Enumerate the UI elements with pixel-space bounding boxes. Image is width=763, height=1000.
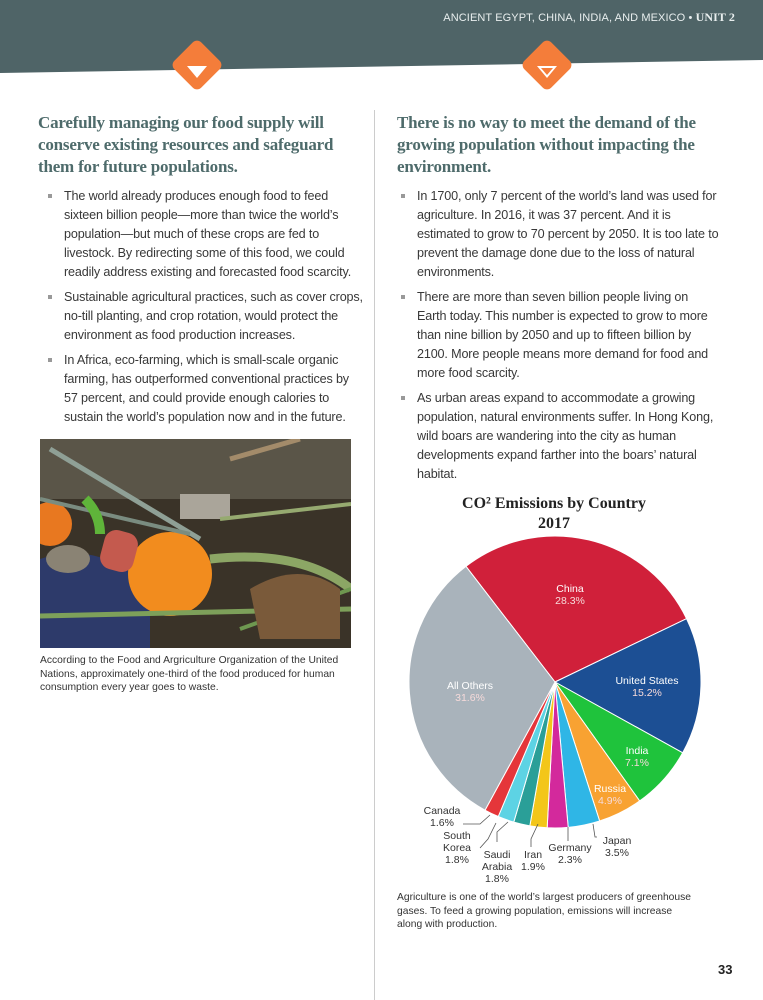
pie-slice-china [465, 535, 688, 683]
pie-slice-united-states [553, 617, 702, 754]
slice-value-canada: 1.6% [430, 817, 454, 829]
right-heading: There is no way to meet the demand of th… [397, 113, 696, 176]
unit-header: ANCIENT EGYPT, CHINA, INDIA, AND MEXICO … [443, 10, 735, 25]
slice-label-canada: Canada [424, 805, 461, 817]
co2-pie-chart: CO² Emissions by Country 2017 China 28.3… [408, 495, 702, 885]
slice-label-saudi-a: Saudi [484, 849, 511, 861]
down-triangle-outline-icon [537, 66, 557, 78]
bullet-text: The world already produces enough food t… [64, 189, 352, 279]
bullet-text: Sustainable agricultural practices, such… [64, 290, 363, 342]
bullet-text: In Africa, eco-farming, which is small-s… [64, 353, 349, 424]
list-item: In 1700, only 7 percent of the world’s l… [397, 187, 719, 282]
slice-label-germany: Germany [548, 842, 592, 854]
slice-value-all-others: 31.6% [455, 692, 485, 704]
slice-value-germany: 2.3% [558, 854, 582, 866]
slice-label-saudi-b: Arabia [482, 861, 513, 873]
unit-label: UNIT 2 [695, 10, 735, 24]
slice-label-iran: Iran [524, 849, 542, 861]
left-bullet-list: The world already produces enough food t… [44, 187, 363, 433]
list-item: As urban areas expand to accommodate a g… [397, 389, 719, 484]
header-band [0, 0, 763, 73]
photo-caption: According to the Food and Argriculture O… [40, 655, 339, 693]
slice-label-all-others: All Others [447, 680, 493, 692]
bullet-icon [401, 194, 405, 198]
bullet-icon [48, 358, 52, 362]
slice-value-russia: 4.9% [598, 795, 622, 807]
list-item: The world already produces enough food t… [44, 187, 363, 282]
bullet-icon [48, 194, 52, 198]
bullet-icon [401, 396, 405, 400]
unit-title: ANCIENT EGYPT, CHINA, INDIA, AND MEXICO … [443, 12, 693, 24]
pie-slice-all-others [408, 565, 556, 811]
slice-value-south-korea: 1.8% [445, 854, 469, 866]
slice-label-south-korea-a: South [443, 830, 471, 842]
list-item: In Africa, eco-farming, which is small-s… [44, 351, 363, 427]
bullet-icon [401, 295, 405, 299]
bullet-text: As urban areas expand to accommodate a g… [417, 391, 714, 481]
right-column: There is no way to meet the demand of th… [397, 112, 732, 932]
left-column: Carefully managing our food supply will … [38, 112, 363, 695]
slice-label-united-states: United States [615, 675, 678, 687]
slice-label-india: India [626, 745, 649, 757]
column-divider [374, 110, 375, 1000]
slice-label-japan: Japan [603, 835, 632, 847]
down-triangle-icon [187, 66, 207, 78]
slice-value-japan: 3.5% [605, 847, 629, 859]
slice-value-united-states: 15.2% [632, 687, 662, 699]
bullet-text: There are more than seven billion people… [417, 290, 709, 380]
left-heading: Carefully managing our food supply will … [38, 113, 334, 176]
chart-subtitle: 2017 [538, 515, 570, 532]
leader-lines [463, 814, 597, 849]
food-waste-photo [40, 439, 351, 648]
slice-value-iran: 1.9% [521, 861, 545, 873]
list-item: Sustainable agricultural practices, such… [44, 288, 363, 345]
chart-caption: Agriculture is one of the world’s larges… [397, 892, 692, 930]
slice-label-china: China [556, 583, 584, 595]
bullet-icon [48, 295, 52, 299]
slice-value-india: 7.1% [625, 757, 649, 769]
slice-value-china: 28.3% [555, 595, 585, 607]
right-bullet-list: In 1700, only 7 percent of the world’s l… [397, 187, 719, 490]
bullet-text: In 1700, only 7 percent of the world’s l… [417, 189, 719, 279]
page-number: 33 [718, 962, 733, 977]
slice-label-russia: Russia [594, 783, 626, 795]
list-item: There are more than seven billion people… [397, 288, 719, 383]
slice-value-saudi: 1.8% [485, 873, 509, 885]
slice-label-south-korea-b: Korea [443, 842, 471, 854]
chart-title: CO² Emissions by Country [462, 495, 646, 512]
